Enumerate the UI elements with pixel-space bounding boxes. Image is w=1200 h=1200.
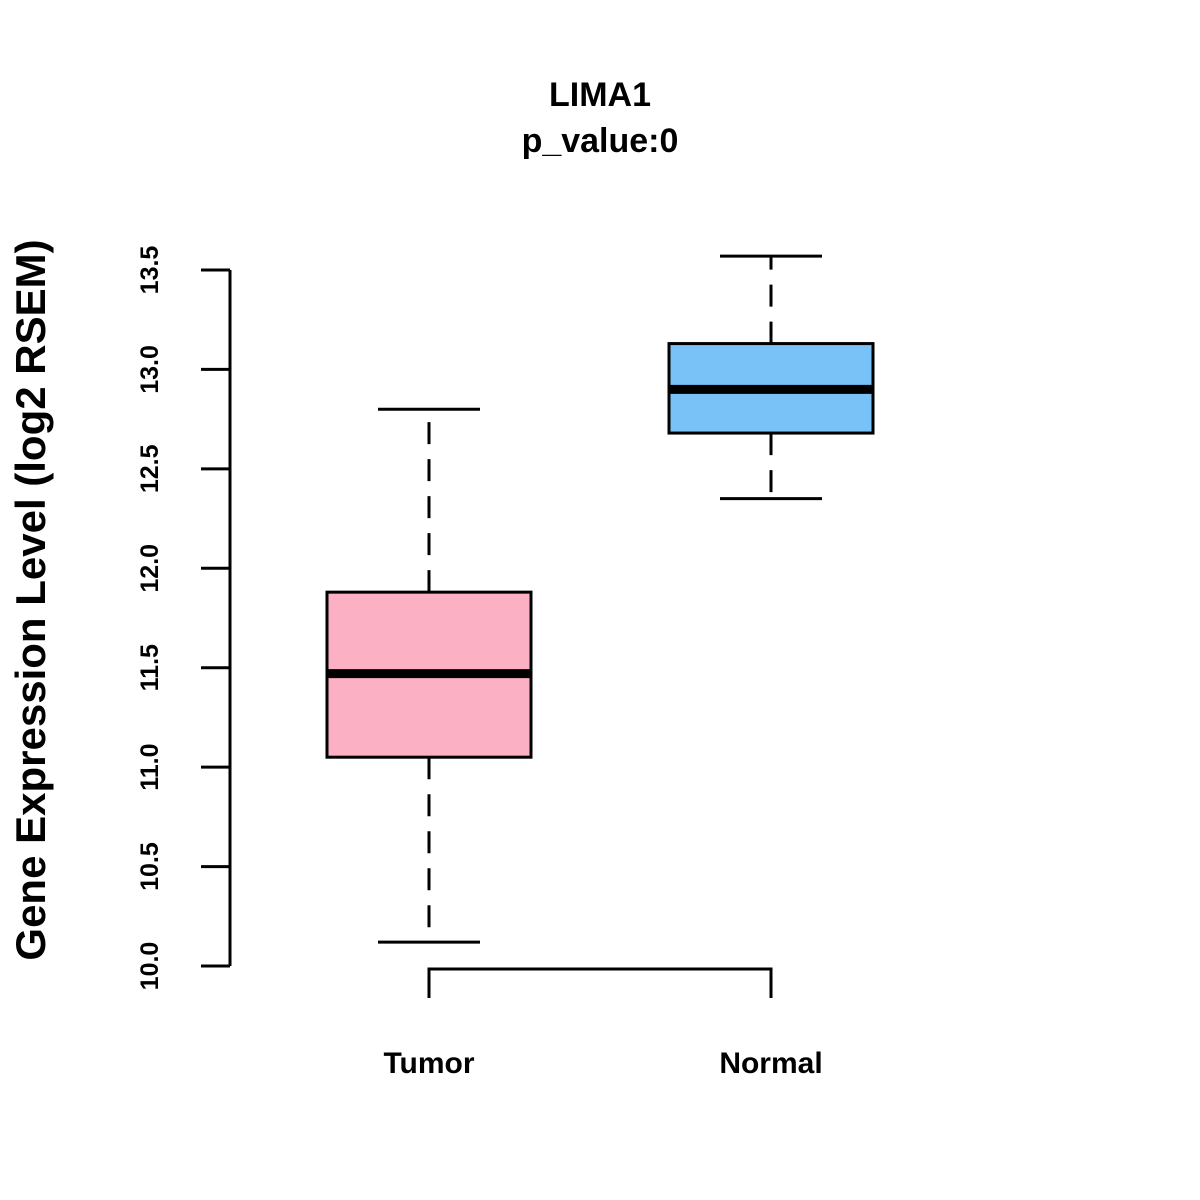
x-label-normal: Normal [719,1047,822,1080]
y-tick-label-13.0: 13.0 [136,345,164,394]
y-axis: 10.0 10.5 11.0 11.5 12.0 12.5 13.0 13.5 [136,246,232,991]
y-tick-label-10.5: 10.5 [136,842,164,891]
box-normal [667,254,875,501]
y-tick-label-11.5: 11.5 [136,644,164,691]
chart-title: LIMA1 [549,76,651,114]
chart-subtitle: p_value:0 [522,122,679,160]
comparison-bracket [427,967,773,998]
x-label-tumor: Tumor [383,1047,474,1080]
y-tick-label-12.5: 12.5 [136,444,164,493]
y-tick-label-13.5: 13.5 [136,246,164,295]
x-axis-labels: Tumor Normal [383,1047,822,1080]
box-tumor [325,407,533,944]
y-tick-label-10.0: 10.0 [136,942,164,991]
box-group [325,254,875,944]
y-tick-label-12.0: 12.0 [136,544,164,593]
y-axis-label: Gene Expression Level (log2 RSEM) [7,239,54,960]
y-tick-label-11.0: 11.0 [136,744,164,791]
